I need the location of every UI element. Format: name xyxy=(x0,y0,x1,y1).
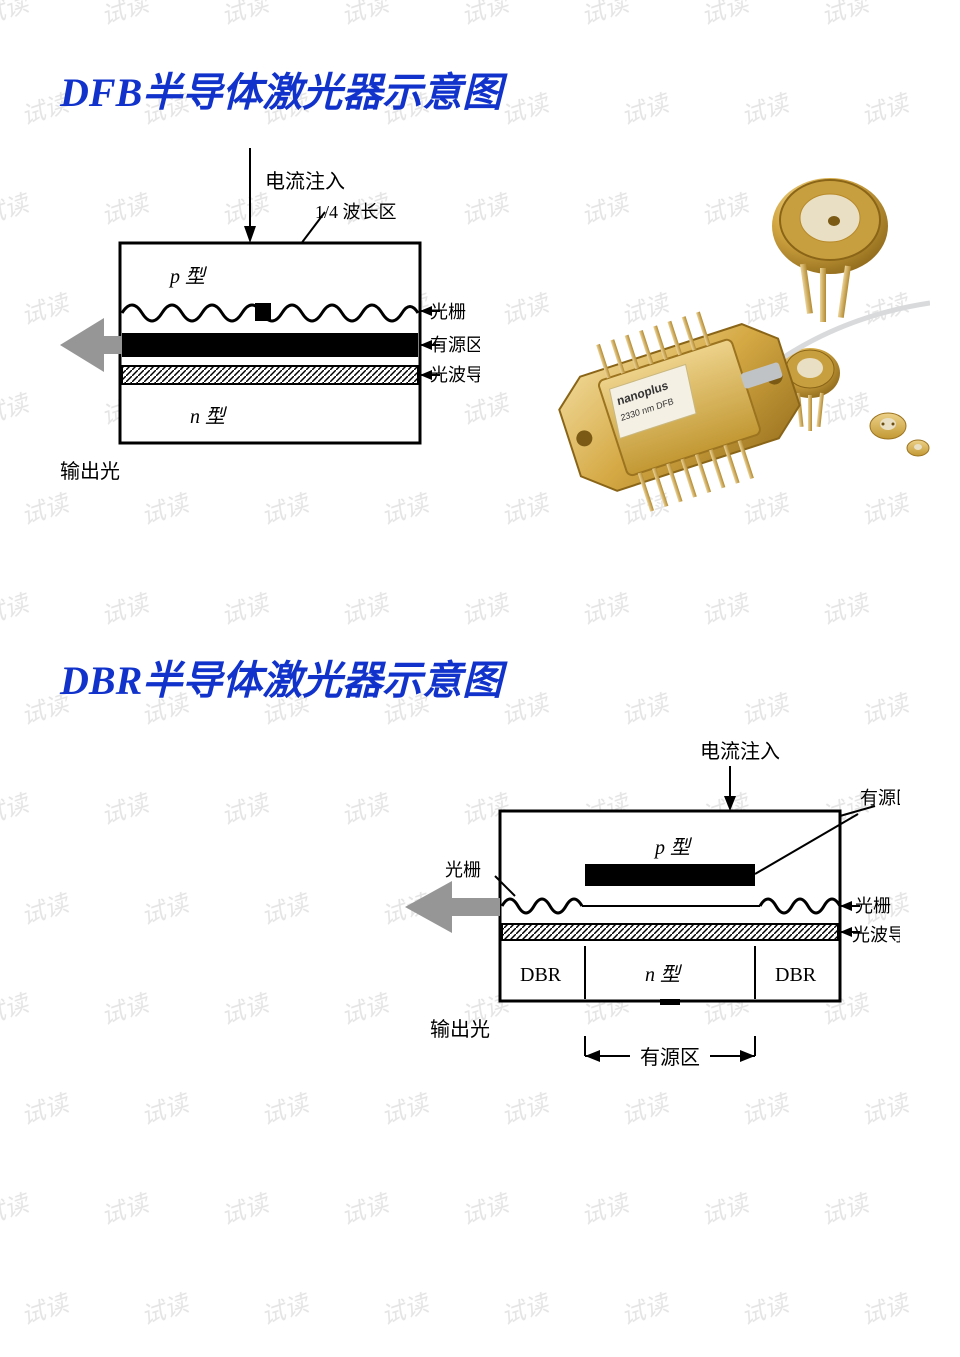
dbr-label-ptype: p 型 xyxy=(653,837,693,859)
dbr-label-waveguide: 光波导 xyxy=(852,925,900,945)
dbr-label-current: 电流注入 xyxy=(700,740,780,763)
small-flat-2 xyxy=(907,440,929,456)
dbr-label-output: 输出光 xyxy=(430,1018,490,1041)
dfb-section: 电流注入 1/4 波长区 p 型 xyxy=(60,148,910,568)
dfb-label-active: 有源区 xyxy=(430,335,480,355)
dbr-title: DBR半导体激光器示意图 xyxy=(60,648,910,706)
dfb-title: DFB半导体激光器示意图 xyxy=(60,60,910,118)
dfb-label-ntype: n 型 xyxy=(190,406,228,428)
dbr-section: 电流注入 有源区 p 型 光栅 光栅 xyxy=(60,736,910,1116)
dfb-label-quarter: 1/4 波长区 xyxy=(315,202,397,222)
laser-photo-svg: nanoplus 2330 nm DFB xyxy=(500,148,930,578)
dfb-label-waveguide: 光波导 xyxy=(430,365,480,385)
dbr-label-active-top: 有源区 xyxy=(860,788,900,808)
dbr-label-dbr-left: DBR xyxy=(520,964,562,986)
dfb-label-current: 电流注入 xyxy=(265,170,345,193)
page-content: DFB半导体激光器示意图 电流注入 1/4 波长区 p 型 xyxy=(0,0,960,1156)
butterfly-package: nanoplus 2330 nm DFB xyxy=(544,291,817,529)
dbr-diagram-svg: 电流注入 有源区 p 型 光栅 光栅 xyxy=(300,736,900,1116)
dbr-label-grating-left: 光栅 xyxy=(445,860,481,880)
dbr-label-grating-right: 光栅 xyxy=(855,896,891,916)
dbr-label-dbr-right: DBR xyxy=(775,964,817,986)
dfb-diagram: 电流注入 1/4 波长区 p 型 xyxy=(60,148,480,508)
dbr-label-active-span: 有源区 xyxy=(640,1046,700,1069)
dfb-label-output: 输出光 xyxy=(60,460,120,483)
dfb-diagram-svg: 电流注入 1/4 波长区 p 型 xyxy=(60,148,480,528)
laser-photo: nanoplus 2330 nm DFB xyxy=(500,148,930,568)
small-flat-1 xyxy=(870,413,906,439)
dbr-label-ntype: n 型 xyxy=(645,964,683,986)
to-can-large xyxy=(772,178,888,322)
dfb-label-grating: 光栅 xyxy=(430,302,466,322)
dfb-label-ptype: p 型 xyxy=(168,266,208,288)
